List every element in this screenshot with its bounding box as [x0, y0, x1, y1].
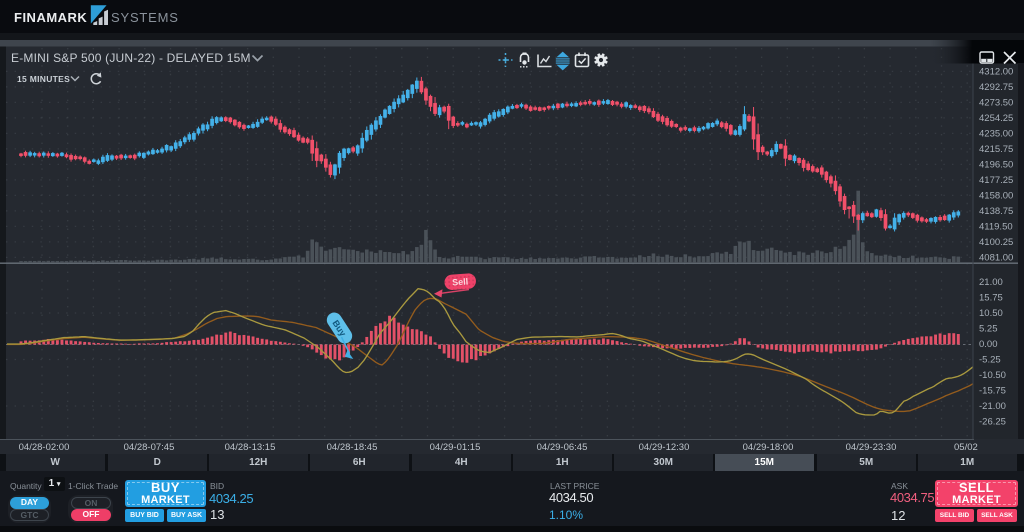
svg-text:4312.00: 4312.00 — [979, 67, 1013, 78]
svg-text:-15.75: -15.75 — [979, 386, 1006, 397]
svg-text:15.75: 15.75 — [979, 293, 1003, 304]
svg-text:4100.25: 4100.25 — [979, 237, 1013, 248]
svg-text:-10.50: -10.50 — [979, 370, 1006, 381]
svg-text:21.00: 21.00 — [979, 277, 1003, 288]
svg-text:-21.00: -21.00 — [979, 401, 1006, 412]
svg-text:4196.50: 4196.50 — [979, 160, 1013, 171]
svg-text:4138.75: 4138.75 — [979, 206, 1013, 217]
svg-text:4292.75: 4292.75 — [979, 82, 1013, 93]
svg-text:4273.50: 4273.50 — [979, 98, 1013, 109]
svg-text:4177.25: 4177.25 — [979, 175, 1013, 186]
svg-text:4235.00: 4235.00 — [979, 129, 1013, 140]
svg-text:4158.00: 4158.00 — [979, 191, 1013, 202]
svg-text:-26.25: -26.25 — [979, 417, 1006, 428]
svg-text:5.25: 5.25 — [979, 324, 998, 335]
svg-text:4215.75: 4215.75 — [979, 144, 1013, 155]
svg-text:4119.50: 4119.50 — [979, 222, 1013, 233]
svg-text:4081.00: 4081.00 — [979, 253, 1013, 264]
svg-text:4254.25: 4254.25 — [979, 113, 1013, 124]
svg-text:10.50: 10.50 — [979, 308, 1003, 319]
svg-text:-5.25: -5.25 — [979, 355, 1001, 366]
svg-text:0.00: 0.00 — [979, 339, 998, 350]
svg-text:Sell: Sell — [452, 276, 469, 287]
